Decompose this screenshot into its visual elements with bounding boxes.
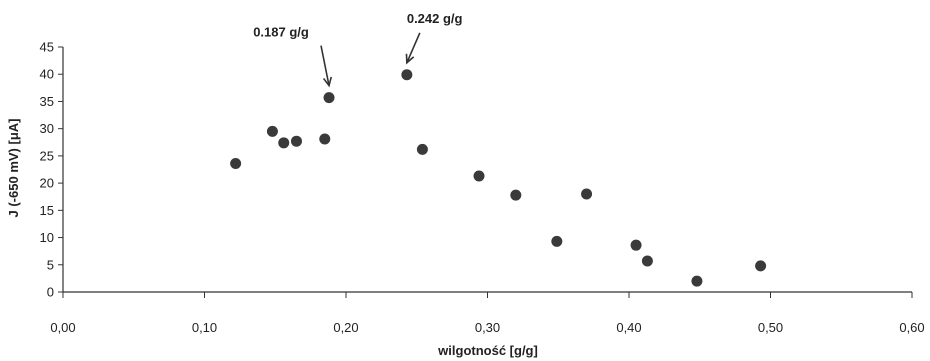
annotation-arrowhead — [405, 53, 415, 65]
x-tick-label: 0,60 — [899, 320, 924, 335]
annotation-arrow — [320, 45, 330, 86]
data-point — [691, 275, 703, 287]
y-tick-label: 45 — [40, 40, 54, 55]
annotations: 0.187 g/g 0.242 g/g — [253, 11, 463, 88]
data-point — [473, 170, 485, 182]
data-point — [290, 135, 302, 147]
ticks: 0 5 10 15 20 25 30 35 40 45 0,00 0,10 0,20 0,30 0,40 0,… — [40, 40, 925, 336]
data-point — [266, 125, 278, 137]
data-point — [630, 239, 642, 251]
data-point — [416, 143, 428, 155]
data-point — [401, 69, 413, 81]
y-tick-label: 10 — [40, 230, 54, 245]
y-tick-label: 35 — [40, 94, 54, 109]
annotation-label: 0.242 g/g — [407, 11, 463, 26]
annotation-arrow — [406, 32, 421, 64]
x-tick-label: 0,30 — [475, 320, 500, 335]
x-axis-title: wilgotność [g/g] — [437, 343, 538, 358]
y-tick-label: 20 — [40, 176, 54, 191]
data-points — [230, 69, 767, 287]
y-tick-label: 40 — [40, 67, 54, 82]
x-tick-label: 0,50 — [758, 320, 783, 335]
data-point — [755, 260, 767, 272]
x-tick-label: 0,00 — [50, 320, 75, 335]
y-tick-label: 15 — [40, 203, 54, 218]
x-tick-label: 0,40 — [616, 320, 641, 335]
data-point — [278, 137, 290, 149]
y-axis-title: J (-650 mV) [μA] — [6, 119, 21, 218]
annotation-label: 0.187 g/g — [253, 25, 309, 40]
axes — [62, 47, 912, 293]
data-point — [510, 189, 522, 201]
annotation-arrowhead — [322, 76, 333, 88]
data-point — [230, 158, 242, 170]
x-tick-label: 0,20 — [333, 320, 358, 335]
data-point — [323, 92, 335, 104]
x-tick-label: 0,10 — [192, 320, 217, 335]
data-point — [641, 255, 653, 267]
y-tick-label: 25 — [40, 148, 54, 163]
data-point — [551, 235, 563, 247]
y-tick-label: 0 — [47, 285, 54, 300]
data-point — [581, 188, 593, 200]
y-tick-label: 5 — [47, 257, 54, 272]
y-tick-label: 30 — [40, 121, 54, 136]
data-point — [319, 133, 331, 145]
